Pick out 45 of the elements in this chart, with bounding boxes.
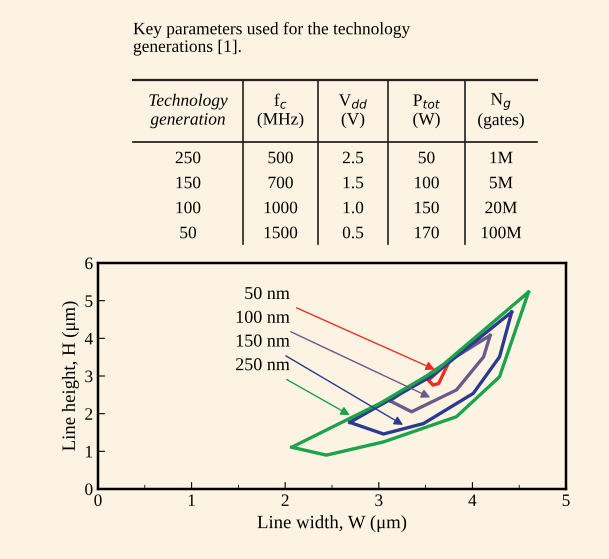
text: 100 bbox=[176, 202, 200, 214]
text: Technology generation bbox=[149, 94, 228, 128]
x-axis-title: Line width, W (μm) bbox=[258, 515, 406, 532]
x-tick-label: 5 bbox=[562, 494, 570, 506]
text: 1.5 bbox=[344, 176, 364, 188]
text: 5M bbox=[490, 176, 513, 188]
y-axis-title: Line height, H (μm) bbox=[62, 302, 79, 451]
annotation: 250 nm bbox=[236, 358, 290, 370]
text: 170 bbox=[415, 226, 439, 238]
y-tick-label: 0 bbox=[85, 483, 92, 496]
y-tick-label: 4 bbox=[84, 332, 93, 344]
text: 1000 bbox=[264, 202, 298, 214]
x-tick-label: 3 bbox=[375, 494, 382, 506]
y-tick-label: 2 bbox=[85, 408, 92, 420]
text: 500 bbox=[268, 152, 293, 164]
text: Key parameters used for the technology generations [1]. bbox=[134, 22, 410, 56]
x-tick-label: 0 bbox=[94, 494, 102, 506]
text: 1M bbox=[490, 152, 513, 164]
text: 0.5 bbox=[342, 226, 364, 238]
text: P$_{tot}$ (W) bbox=[413, 94, 440, 128]
x-tick-label: 2 bbox=[282, 494, 289, 506]
text: 700 bbox=[268, 176, 293, 188]
text: 150 bbox=[415, 202, 439, 214]
text: 50 bbox=[180, 226, 196, 238]
y-tick-label: 3 bbox=[85, 370, 92, 382]
text: 100M bbox=[482, 226, 522, 238]
text: f$_{c}$ (MHz) bbox=[258, 93, 304, 128]
y-tick-label: 5 bbox=[85, 295, 92, 307]
y-tick-label: 1 bbox=[86, 446, 92, 458]
x-tick-label: 4 bbox=[468, 494, 476, 506]
x-tick-label: 1 bbox=[188, 494, 195, 506]
text: 20M bbox=[485, 202, 517, 214]
text: 50 bbox=[418, 152, 435, 164]
text: V$_{dd}$ (V) bbox=[338, 94, 367, 128]
text: 250 bbox=[176, 152, 200, 164]
text: 1500 bbox=[264, 226, 298, 238]
text: 100 bbox=[415, 176, 439, 188]
annotation: 50 nm bbox=[245, 286, 290, 300]
text: 1.0 bbox=[344, 202, 364, 214]
text: 2.5 bbox=[342, 152, 364, 164]
text: N$_{g}$ (gates) bbox=[478, 93, 524, 129]
annotation: 100 nm bbox=[236, 310, 290, 323]
annotation: 150 nm bbox=[236, 334, 290, 347]
text: 150 bbox=[176, 176, 200, 188]
y-tick-label: 6 bbox=[85, 258, 93, 270]
